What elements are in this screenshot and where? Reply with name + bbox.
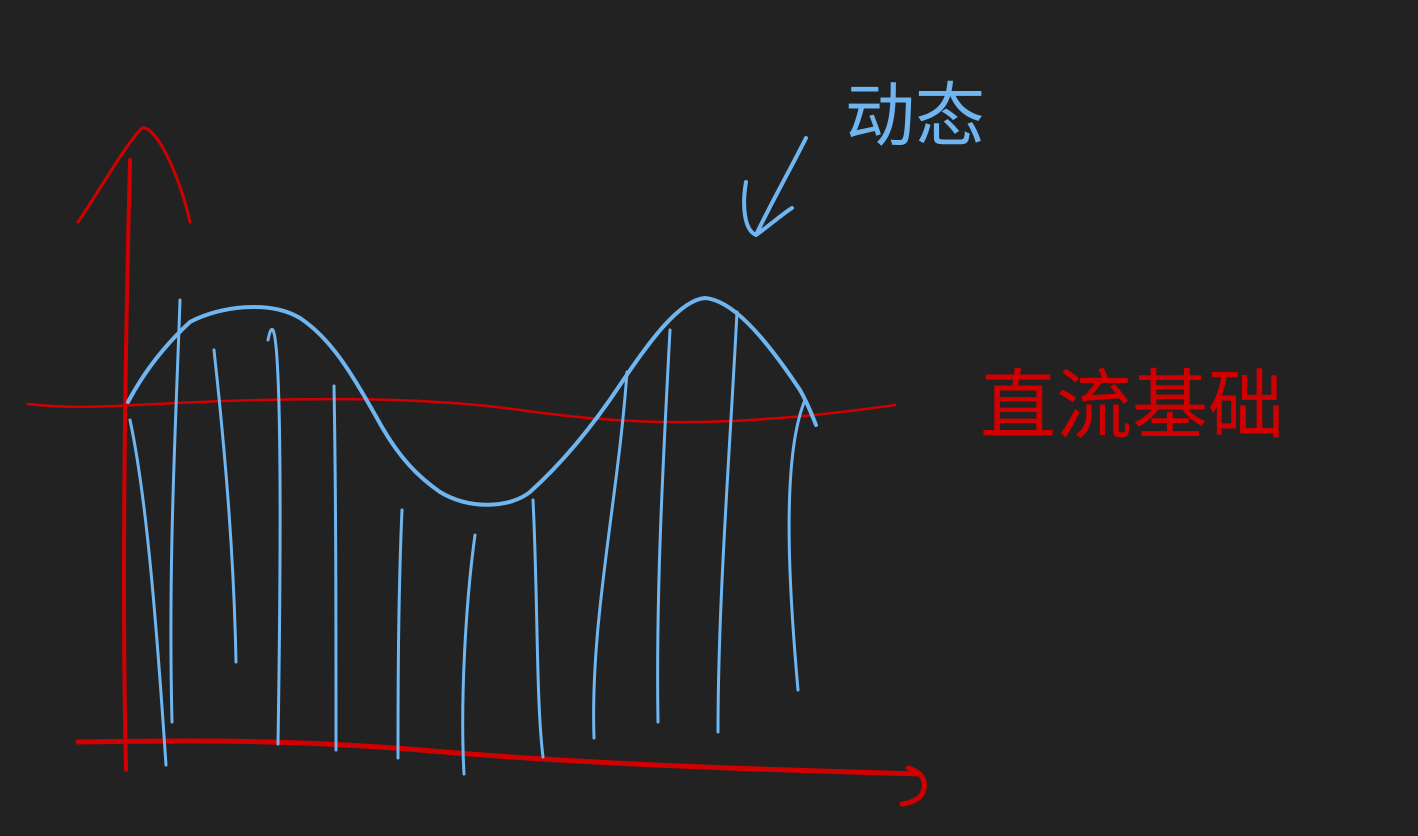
pointer-arrow	[742, 136, 808, 237]
wave	[126, 296, 818, 507]
dc-baseline-line	[26, 397, 897, 424]
y-axis	[121, 158, 132, 772]
dynamic-label: 动态	[845, 75, 985, 157]
x-axis	[75, 738, 923, 777]
sample-lines	[128, 298, 807, 776]
dc-baseline-label: 直流基础	[980, 361, 1284, 450]
axes	[26, 126, 927, 807]
y-arrow	[76, 126, 192, 224]
x-arrow	[899, 765, 927, 807]
